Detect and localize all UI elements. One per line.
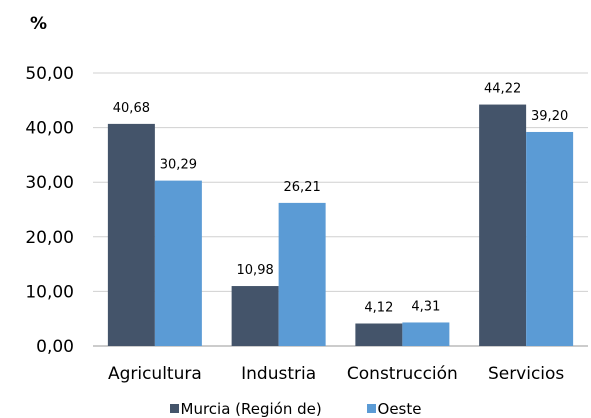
data-label: 4,12 (364, 301, 393, 316)
data-label: 4,31 (411, 299, 440, 314)
x-tick-label: Agricultura (108, 364, 202, 384)
y-tick-label: 30,00 (25, 173, 74, 193)
bar-murcia (231, 286, 279, 346)
legend-item-murcia: Murcia (Región de) (169, 399, 322, 418)
data-label: 44,22 (484, 82, 521, 97)
bar-murcia (479, 104, 527, 346)
legend: Murcia (Región de) Oeste (0, 399, 591, 418)
bar-oeste (278, 202, 326, 346)
data-label: 40,68 (113, 101, 150, 116)
bar-murcia (355, 323, 403, 346)
bar-chart: 0,00 10,00 20,00 30,00 40,00 50,00 40,68 30,29 A… (25, 64, 588, 384)
x-tick-label: Industria (241, 364, 316, 384)
y-tick-label: 20,00 (25, 228, 74, 248)
bar-oeste (154, 180, 202, 346)
y-tick-label: 40,00 (25, 119, 74, 139)
x-tick-label: Servicios (488, 364, 564, 384)
legend-item-oeste: Oeste (366, 399, 422, 418)
y-tick-label: 0,00 (36, 337, 74, 357)
legend-swatch-oeste (366, 404, 376, 413)
legend-label-murcia: Murcia (Región de) (180, 399, 322, 418)
y-unit-label: % (30, 14, 48, 34)
data-label: 39,20 (531, 109, 568, 124)
bar-murcia (107, 123, 155, 346)
legend-swatch-murcia (169, 404, 179, 413)
y-tick-label: 10,00 (25, 282, 74, 302)
y-tick-label: 50,00 (25, 64, 74, 84)
legend-label-oeste: Oeste (377, 399, 422, 418)
x-tick-label: Construcción (347, 364, 458, 384)
bar-oeste (526, 131, 574, 346)
data-label: 10,98 (237, 263, 274, 278)
data-label: 26,21 (284, 180, 321, 195)
data-label: 30,29 (160, 158, 197, 173)
bar-oeste (402, 322, 450, 346)
